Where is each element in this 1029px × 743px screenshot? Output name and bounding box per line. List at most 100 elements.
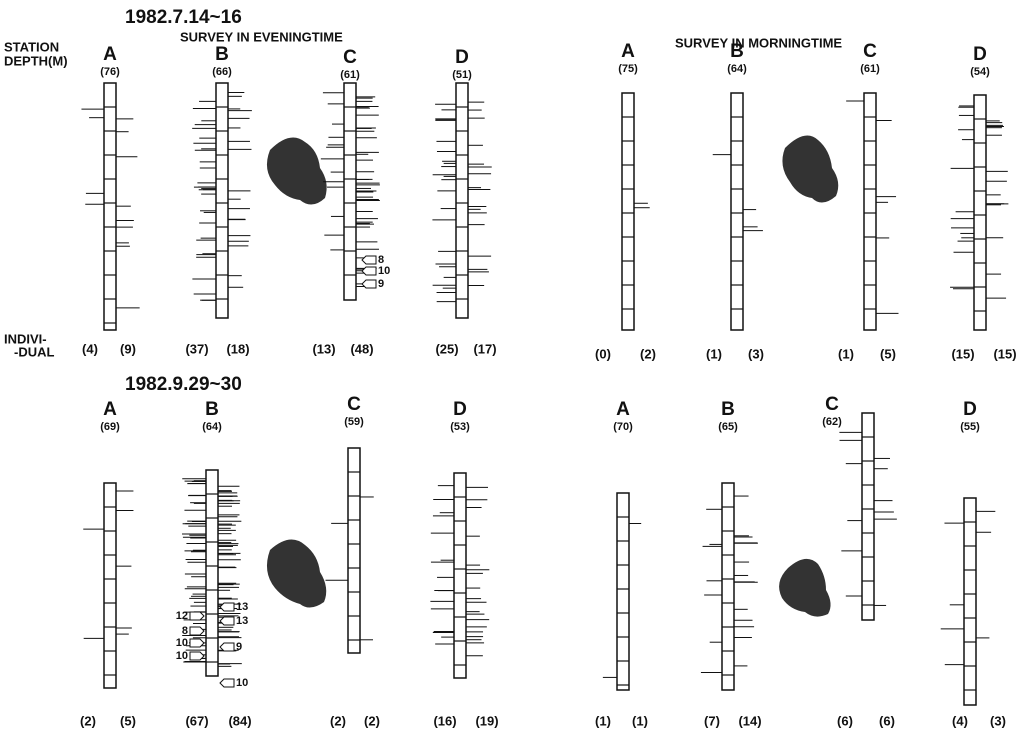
arrow-label: 8 — [378, 254, 384, 266]
count-right: (2) — [364, 713, 380, 728]
station-depth: (75) — [618, 63, 638, 75]
count-right: (17) — [473, 341, 496, 356]
count-left: (1) — [595, 713, 611, 728]
count-left: (37) — [185, 341, 208, 356]
count-right: (48) — [350, 341, 373, 356]
station-depth: (51) — [452, 69, 472, 81]
depth-column — [973, 94, 987, 331]
depth-column — [453, 472, 467, 679]
depth-column — [205, 469, 219, 677]
arrow-box — [361, 266, 377, 276]
station-depth: (66) — [212, 66, 232, 78]
arrow-label: 10 — [176, 637, 188, 649]
depth-column — [215, 82, 229, 319]
arrow-label: 10 — [378, 265, 390, 277]
depth-column — [103, 82, 117, 331]
station-depth: (61) — [340, 69, 360, 81]
station-depth: (54) — [970, 66, 990, 78]
date-title: 1982.7.14~16 — [125, 7, 242, 28]
count-right: (19) — [475, 713, 498, 728]
arrow-box — [219, 602, 235, 612]
panel-title: SURVEY IN EVENINGTIME — [180, 29, 343, 44]
panel-title: SURVEY IN MORNINGTIME — [675, 35, 842, 50]
rock — [266, 137, 327, 205]
station-depth: (61) — [860, 63, 880, 75]
station-letter: D — [973, 44, 987, 65]
count-left: (15) — [951, 346, 974, 361]
count-right: (9) — [120, 341, 136, 356]
row-label: DEPTH(M) — [4, 53, 68, 68]
station-letter: A — [103, 44, 117, 65]
depth-column — [721, 482, 735, 691]
count-right: (14) — [738, 713, 761, 728]
count-left: (25) — [435, 341, 458, 356]
station-depth: (69) — [100, 421, 120, 433]
station-letter: A — [103, 399, 117, 420]
arrow-box — [361, 279, 377, 289]
count-left: (16) — [433, 713, 456, 728]
arrow-label: 12 — [176, 610, 188, 622]
arrow-box — [189, 626, 205, 636]
count-left: (2) — [80, 713, 96, 728]
rock-blobs — [266, 135, 839, 617]
arrow-box — [189, 638, 205, 648]
depth-column — [730, 92, 744, 331]
station-depth: (65) — [718, 421, 738, 433]
date-title: 1982.9.29~30 — [125, 374, 242, 395]
row-label: INDIVI- — [4, 331, 47, 346]
count-left: (4) — [952, 713, 968, 728]
arrow-box — [219, 616, 235, 626]
arrow-box — [189, 651, 205, 661]
count-right: (15) — [993, 346, 1016, 361]
count-right: (3) — [990, 713, 1006, 728]
station-depth: (64) — [727, 63, 747, 75]
station-letter: B — [215, 44, 229, 65]
rock — [779, 558, 831, 617]
station-depth: (59) — [344, 416, 364, 428]
depth-column — [963, 497, 977, 706]
depth-column — [455, 82, 469, 319]
station-letter: D — [453, 399, 467, 420]
arrow-label: 13 — [236, 601, 248, 613]
arrow-label: 9 — [378, 278, 384, 290]
arrow-label: 8 — [182, 625, 188, 637]
arrow-box — [219, 678, 235, 688]
row-label: -DUAL — [14, 344, 54, 359]
count-left: (7) — [704, 713, 720, 728]
count-right: (5) — [880, 346, 896, 361]
arrow-box — [189, 611, 205, 621]
station-depth: (76) — [100, 66, 120, 78]
depth-column — [621, 92, 635, 331]
count-left: (13) — [312, 341, 335, 356]
station-letter: A — [616, 399, 630, 420]
arrow-box — [219, 642, 235, 652]
count-right: (6) — [879, 713, 895, 728]
count-left: (67) — [185, 713, 208, 728]
count-right: (2) — [640, 346, 656, 361]
depth-column — [863, 92, 877, 331]
station-depth: (55) — [960, 421, 980, 433]
count-left: (1) — [838, 346, 854, 361]
depth-column — [861, 412, 875, 621]
station-letter: C — [343, 47, 357, 68]
station-letter: B — [730, 41, 744, 62]
depth-column — [616, 492, 630, 691]
arrow-label: 10 — [176, 650, 188, 662]
count-right: (1) — [632, 713, 648, 728]
rock — [266, 539, 327, 608]
count-left: (0) — [595, 346, 611, 361]
count-right: (84) — [228, 713, 251, 728]
station-letter: B — [721, 399, 735, 420]
station-depth: (62) — [822, 416, 842, 428]
station-letter: D — [963, 399, 977, 420]
arrow-box — [361, 255, 377, 265]
arrow-label: 9 — [236, 641, 242, 653]
depth-column — [343, 82, 357, 301]
row-label: STATION — [4, 39, 59, 54]
station-depth: (64) — [202, 421, 222, 433]
station-depth: (53) — [450, 421, 470, 433]
arrow-label: 10 — [236, 677, 248, 689]
station-letter: A — [621, 41, 635, 62]
rock — [782, 135, 839, 203]
